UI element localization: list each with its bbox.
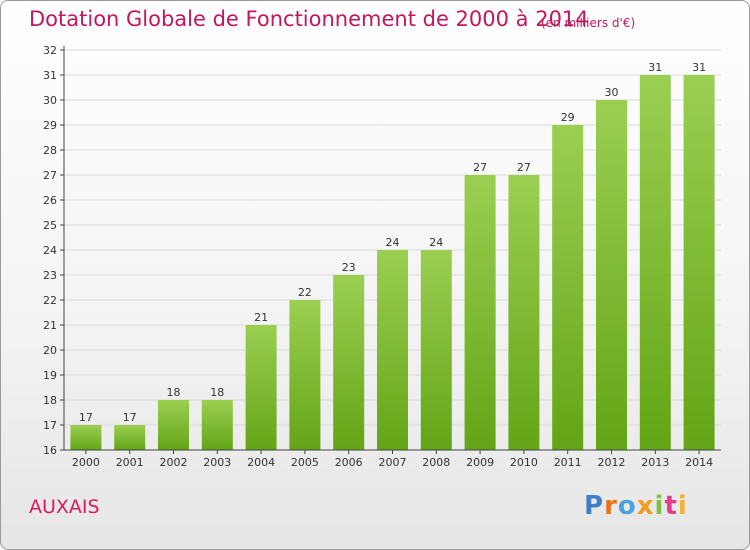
x-tick-label: 2007 [379,456,407,469]
data-label: 18 [210,386,224,399]
y-tick-label: 32 [43,44,57,57]
y-tick-label: 21 [43,319,57,332]
chart-title: Dotation Globale de Fonctionnement de 20… [29,7,589,31]
x-tick-label: 2002 [160,456,188,469]
data-label: 22 [298,286,312,299]
logo-letter: o [617,491,637,521]
data-label: 29 [561,111,575,124]
logo-letter: P [584,491,605,521]
bar-2005 [289,300,321,450]
bars [70,75,715,450]
bar-2011 [552,125,584,450]
data-label: 17 [123,411,137,424]
y-tick-label: 25 [43,219,57,232]
y-tick-label: 24 [43,244,57,257]
bar-2014 [683,75,715,450]
x-tick-label: 2009 [466,456,494,469]
logo-letter: i [654,491,665,521]
bar-2013 [639,75,671,450]
y-tick-label: 27 [43,169,57,182]
y-tick-label: 29 [43,119,57,132]
data-label: 27 [473,161,487,174]
y-tick-label: 17 [43,419,57,432]
axes [60,46,721,454]
bar-2009 [464,175,496,450]
bar-2007 [377,250,408,450]
y-tick-label: 16 [43,444,57,457]
labels: 16 17 18 19 20 21 22 23 24 25 26 27 28 29 30 31 32 17 2000… [43,44,713,469]
y-tick-label: 28 [43,144,57,157]
x-tick-label: 2014 [685,456,713,469]
logo-letter: t [664,491,678,521]
y-tick-label: 30 [43,94,57,107]
bar-2001 [114,425,146,450]
logo-letter: x [636,491,655,521]
bar-2006 [333,275,365,450]
data-label: 24 [386,236,400,249]
data-label: 23 [342,261,356,274]
x-tick-label: 2010 [510,456,538,469]
data-label: 30 [605,86,619,99]
data-label: 31 [692,61,706,74]
bar-2008 [420,250,452,450]
logo-letter: i [677,491,688,521]
bar-2003 [201,400,233,450]
x-tick-label: 2013 [641,456,669,469]
data-label: 31 [648,61,662,74]
x-tick-label: 2012 [598,456,626,469]
data-label: 21 [254,311,268,324]
logo-letter: r [604,491,618,521]
bar-2000 [70,425,102,450]
data-label: 17 [79,411,93,424]
x-tick-label: 2003 [203,456,231,469]
chart-subtitle: (en milliers d'€) [541,16,636,30]
x-tick-label: 2004 [247,456,275,469]
y-tick-label: 23 [43,269,57,282]
y-tick-label: 19 [43,369,57,382]
data-label: 18 [167,386,181,399]
y-tick-label: 22 [43,294,57,307]
proxiti-logo: Proxiti [584,491,688,521]
bar-2004 [245,325,277,450]
y-tick-label: 20 [43,344,57,357]
data-label: 24 [429,236,443,249]
y-tick-label: 18 [43,394,57,407]
x-tick-label: 2000 [72,456,100,469]
bar-2010 [508,175,540,450]
y-tick-label: 26 [43,194,57,207]
x-tick-label: 2006 [335,456,363,469]
data-label: 27 [517,161,531,174]
bar-2002 [158,400,189,450]
commune-name: AUXAIS [29,496,100,518]
x-tick-label: 2005 [291,456,319,469]
y-tick-label: 31 [43,69,57,82]
x-tick-label: 2011 [554,456,582,469]
x-tick-label: 2001 [116,456,144,469]
bar-2012 [596,100,627,450]
x-tick-label: 2008 [422,456,450,469]
